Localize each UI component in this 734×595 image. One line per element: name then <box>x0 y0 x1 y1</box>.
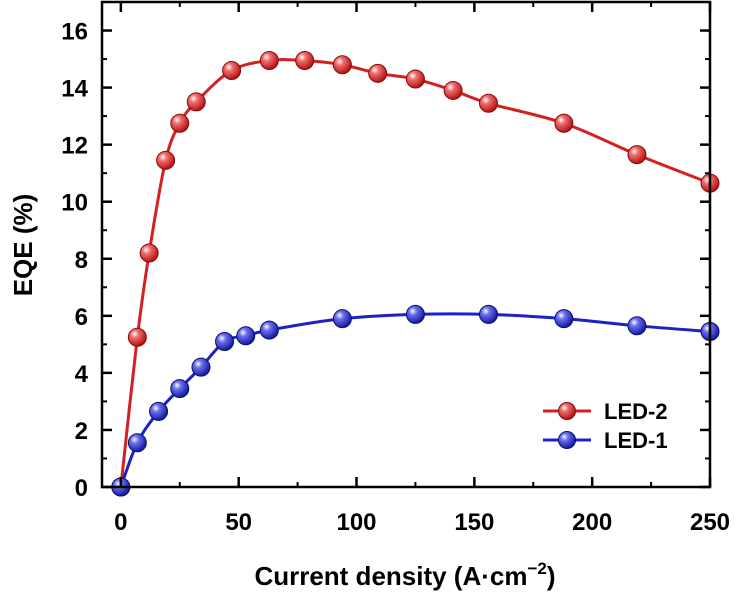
data-point-led-2 <box>332 55 352 75</box>
data-point-led-2 <box>405 69 425 89</box>
data-point-led-1 <box>627 316 647 336</box>
legend-marker-led-2 <box>558 402 576 420</box>
legend-marker-led-1 <box>558 431 576 449</box>
data-point-led-1 <box>236 326 256 346</box>
data-point-led-2 <box>127 327 147 347</box>
data-point-led-2 <box>259 50 279 70</box>
data-point-led-1 <box>149 401 169 421</box>
x-tick-label: 0 <box>114 509 127 536</box>
data-point-led-1 <box>478 304 498 324</box>
x-tick-label: 250 <box>690 509 730 536</box>
data-point-led-2 <box>222 60 242 80</box>
series-layer <box>111 50 720 497</box>
ticks-layer: 0 50 100 150 200 250 0 2 4 6 8 10 12 14 16 <box>61 2 730 536</box>
data-point-led-2 <box>156 150 176 170</box>
legend-entry-led-1: LED-1 <box>543 428 668 453</box>
y-tick-label: 10 <box>61 190 88 217</box>
data-point-led-2 <box>186 92 206 112</box>
data-point-led-1 <box>191 357 211 377</box>
y-tick-label: 8 <box>75 247 88 274</box>
y-tick-label: 2 <box>75 418 88 445</box>
data-point-led-1 <box>215 332 235 351</box>
y-tick-label: 12 <box>61 133 88 160</box>
x-axis-title-tail: ) <box>547 561 556 591</box>
data-point-led-2 <box>170 113 190 133</box>
legend-entry-led-2: LED-2 <box>543 399 668 424</box>
legend-label-led-2: LED-2 <box>604 399 668 424</box>
legend-label-led-1: LED-1 <box>604 428 668 453</box>
x-tick-label: 50 <box>225 509 252 536</box>
legend: LED-2 LED-1 <box>543 399 668 453</box>
data-point-led-1 <box>332 309 352 329</box>
y-tick-label: 0 <box>75 475 88 502</box>
data-point-led-1 <box>170 379 190 399</box>
data-point-led-2 <box>443 80 463 100</box>
data-point-led-1 <box>554 309 574 329</box>
y-axis-title: EQE (%) <box>8 194 38 297</box>
data-point-led-2 <box>554 113 574 133</box>
plot-frame <box>100 0 712 489</box>
data-point-led-2 <box>368 63 388 83</box>
y-tick-label: 6 <box>75 304 88 331</box>
y-tick-label: 4 <box>75 361 89 388</box>
x-axis-title: Current density (A·cm−2) <box>254 559 555 591</box>
data-point-led-1 <box>259 320 279 340</box>
x-tick-label: 100 <box>336 509 376 536</box>
data-point-led-1 <box>405 304 425 324</box>
y-tick-label: 16 <box>61 19 88 46</box>
x-tick-label: 200 <box>572 509 612 536</box>
data-point-led-2 <box>627 145 647 165</box>
data-point-led-1 <box>127 433 147 453</box>
data-point-led-2 <box>295 50 315 70</box>
x-axis-title-main: Current density (A·cm <box>254 561 527 591</box>
data-point-led-2 <box>139 243 159 263</box>
x-axis-title-superscript: −2 <box>527 559 546 578</box>
y-tick-label: 14 <box>61 76 88 103</box>
x-tick-label: 150 <box>454 509 494 536</box>
data-point-led-2 <box>478 93 498 113</box>
